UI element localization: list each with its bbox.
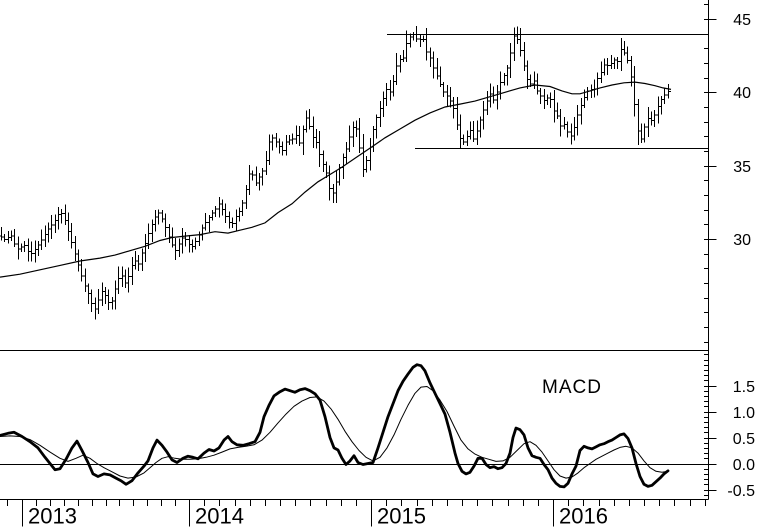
macd-axis-label: -0.5 [727,483,755,500]
moving-average-line [0,81,672,278]
price-axis-label: 30 [733,232,751,249]
macd-axis-label: 1.5 [733,379,755,396]
ohlc-bars [0,26,672,320]
x-axis: 2013 2014 2015 2016 [7,499,706,529]
year-label: 2014 [195,504,244,529]
macd-y-axis: 1.5 1.0 0.5 0.0 -0.5 [704,354,755,500]
macd-axis-label: 0.0 [733,457,755,474]
year-label: 2013 [28,504,77,529]
macd-line [0,363,670,489]
chart-frame [0,0,709,500]
year-label: 2015 [377,504,426,529]
moving-average [0,81,672,278]
macd-indicator-label: MACD [542,377,602,398]
price-y-axis: 45 40 35 30 [704,4,751,343]
year-label: 2016 [559,504,608,529]
macd-line [0,363,670,489]
macd-signal-line [0,386,669,479]
price-axis-label: 45 [733,12,751,29]
price-axis-label: 35 [733,159,751,176]
macd-axis-label: 1.0 [733,405,755,422]
macd-signal-line [0,386,669,479]
macd-axis-label: 0.5 [733,431,755,448]
price-axis-label: 40 [733,85,751,102]
